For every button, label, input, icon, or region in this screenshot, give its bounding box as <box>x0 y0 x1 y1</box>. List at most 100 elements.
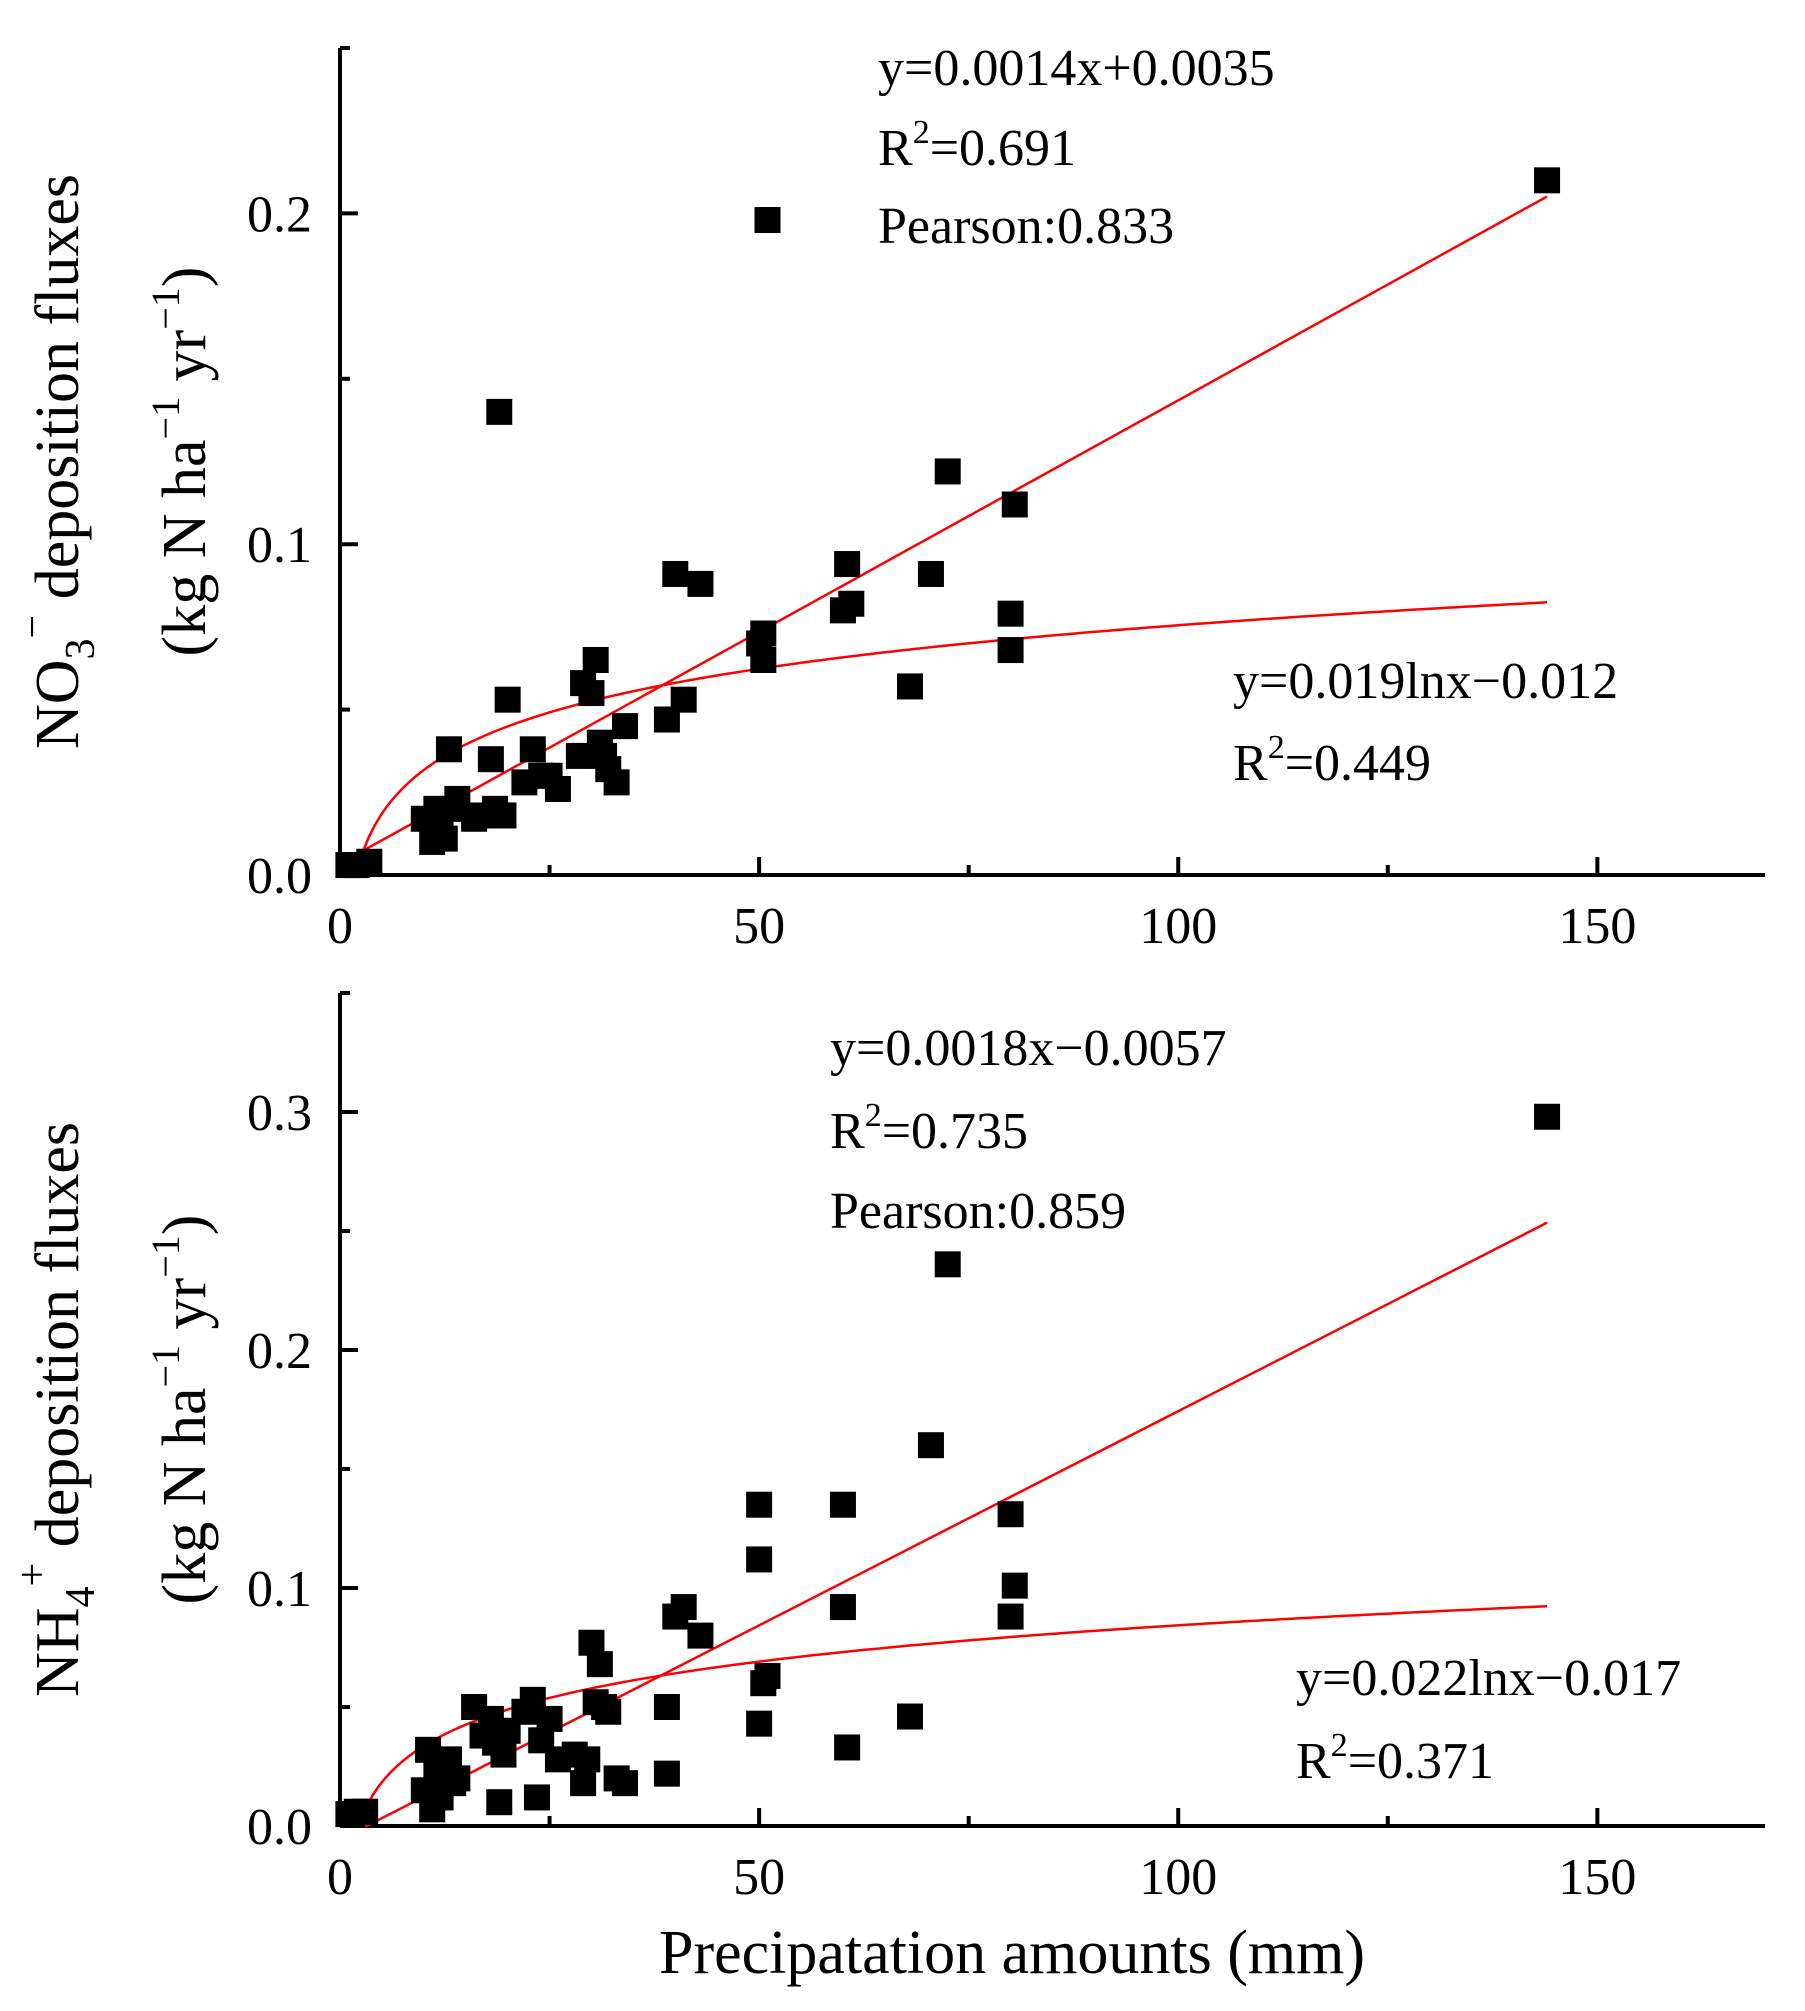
r2-superscript: 2 <box>1268 729 1285 766</box>
x-tick-label: 150 <box>1558 898 1636 955</box>
log-fit-r-squared: R2=0.371 <box>1296 1727 1494 1790</box>
data-point <box>595 1698 622 1725</box>
data-point <box>490 1741 517 1768</box>
r2-superscript: 2 <box>1331 1727 1348 1764</box>
y-tick-label: 0.3 <box>247 1085 312 1142</box>
data-point <box>750 646 777 673</box>
data-point <box>750 620 777 647</box>
data-point <box>746 1710 773 1737</box>
x-tick-label: 0 <box>327 1849 353 1906</box>
data-point <box>570 1770 597 1797</box>
y-label-species: NH <box>24 1607 92 1697</box>
data-point <box>897 673 923 700</box>
data-point <box>670 1594 697 1621</box>
data-point <box>670 686 697 713</box>
data-point <box>897 1703 923 1730</box>
y-label-unit: yr <box>151 329 219 397</box>
r2-value: =0.691 <box>930 120 1076 177</box>
y-axis-label-line1: NH4+ deposition fluxes <box>10 1122 104 1697</box>
y-axis-label-line2: (kg N ha−1 yr−1) <box>143 1215 219 1605</box>
linear-fit-r-squared: R2=0.735 <box>830 1097 1028 1160</box>
x-axis-label: Precipatation amounts (mm) <box>659 1919 1365 1987</box>
x-tick-label: 50 <box>733 898 785 955</box>
y-tick-label: 0.2 <box>247 186 312 243</box>
linear-fit-equation: y=0.0018x−0.0057 <box>830 1020 1227 1077</box>
data-point <box>477 746 504 773</box>
y-label-unit-exp: −1 <box>143 397 188 440</box>
r2-superscript: 2 <box>913 114 930 151</box>
log-fit-curve <box>355 601 1548 872</box>
x-tick-label: 100 <box>1139 898 1217 955</box>
data-point <box>356 848 383 875</box>
data-point <box>662 560 689 587</box>
data-point <box>934 1251 961 1278</box>
y-label-unit: ) <box>151 1215 219 1236</box>
y-axis-label-line1: NO3− deposition fluxes <box>10 174 104 749</box>
data-point <box>838 590 865 617</box>
data-point <box>435 736 462 763</box>
y-label-subscript: 3 <box>58 638 104 659</box>
r2-value: =0.449 <box>1285 735 1431 792</box>
data-point <box>574 1746 601 1773</box>
r2-letter: R <box>878 120 913 177</box>
y-tick-label: 0.1 <box>247 1561 312 1618</box>
data-point <box>612 1770 638 1797</box>
data-point <box>523 1784 550 1811</box>
y-tick-label: 0.2 <box>247 1323 312 1380</box>
data-point <box>834 551 861 578</box>
y-label-text: deposition fluxes <box>24 174 92 615</box>
linear-fit-r-squared: R2=0.691 <box>878 114 1076 177</box>
data-point <box>352 1798 379 1825</box>
data-point <box>687 1622 714 1649</box>
data-point <box>586 1651 613 1678</box>
y-label-unit: (kg N ha <box>151 1387 219 1604</box>
data-point <box>1001 1572 1028 1599</box>
data-point <box>603 769 630 796</box>
data-point <box>934 458 961 485</box>
data-point <box>653 1760 680 1787</box>
data-point <box>687 570 714 597</box>
r2-letter: R <box>830 1103 865 1160</box>
bottom-panel-ammonium: 0 50 100 150 0.0 0.1 0.2 0.3 NH4+ deposition flu… <box>10 991 1765 1906</box>
data-point <box>444 1765 471 1792</box>
data-point <box>612 713 638 740</box>
data-point <box>834 1734 861 1761</box>
data-point <box>829 1491 856 1518</box>
data-point <box>536 1705 563 1732</box>
y-label-superscript: + <box>10 1563 56 1587</box>
y-label-superscript: − <box>10 615 56 639</box>
y-label-species: NO <box>24 659 92 749</box>
r2-superscript: 2 <box>865 1097 882 1134</box>
data-point <box>490 802 517 829</box>
y-label-unit-exp: −1 <box>143 1345 188 1388</box>
log-fit-equation: y=0.022lnx−0.017 <box>1296 1650 1681 1707</box>
y-label-unit-exp: −1 <box>143 1235 188 1278</box>
y-label-unit: (kg N ha <box>151 439 219 656</box>
r2-letter: R <box>1296 1733 1331 1790</box>
y-label-text: deposition fluxes <box>24 1122 92 1563</box>
data-point <box>746 1546 773 1573</box>
data-point <box>754 207 781 234</box>
y-tick-label: 0.0 <box>247 1799 312 1856</box>
y-label-unit: yr <box>151 1277 219 1345</box>
top-panel-nitrate: 0 50 100 150 0.0 0.1 0.2 NO3− deposition fluxes… <box>10 40 1765 955</box>
data-point <box>746 1491 773 1518</box>
data-point <box>578 680 605 707</box>
data-point <box>431 825 458 852</box>
data-point <box>997 1501 1024 1528</box>
linear-fit-equation: y=0.0014x+0.0035 <box>878 40 1275 97</box>
data-point <box>582 646 609 673</box>
y-label-subscript: 4 <box>58 1586 104 1607</box>
data-point <box>544 775 571 802</box>
data-point <box>494 686 521 713</box>
pearson-coefficient: Pearson:0.833 <box>878 198 1174 255</box>
data-point <box>1001 491 1028 518</box>
log-fit-r-squared: R2=0.449 <box>1233 729 1431 792</box>
log-fit-curve <box>359 1604 1548 1820</box>
y-axis-label-line2: (kg N ha−1 yr−1) <box>143 267 219 657</box>
data-point <box>1534 1103 1561 1130</box>
data-point <box>754 1663 781 1690</box>
x-tick-label: 150 <box>1558 1849 1636 1906</box>
data-point <box>997 600 1024 627</box>
